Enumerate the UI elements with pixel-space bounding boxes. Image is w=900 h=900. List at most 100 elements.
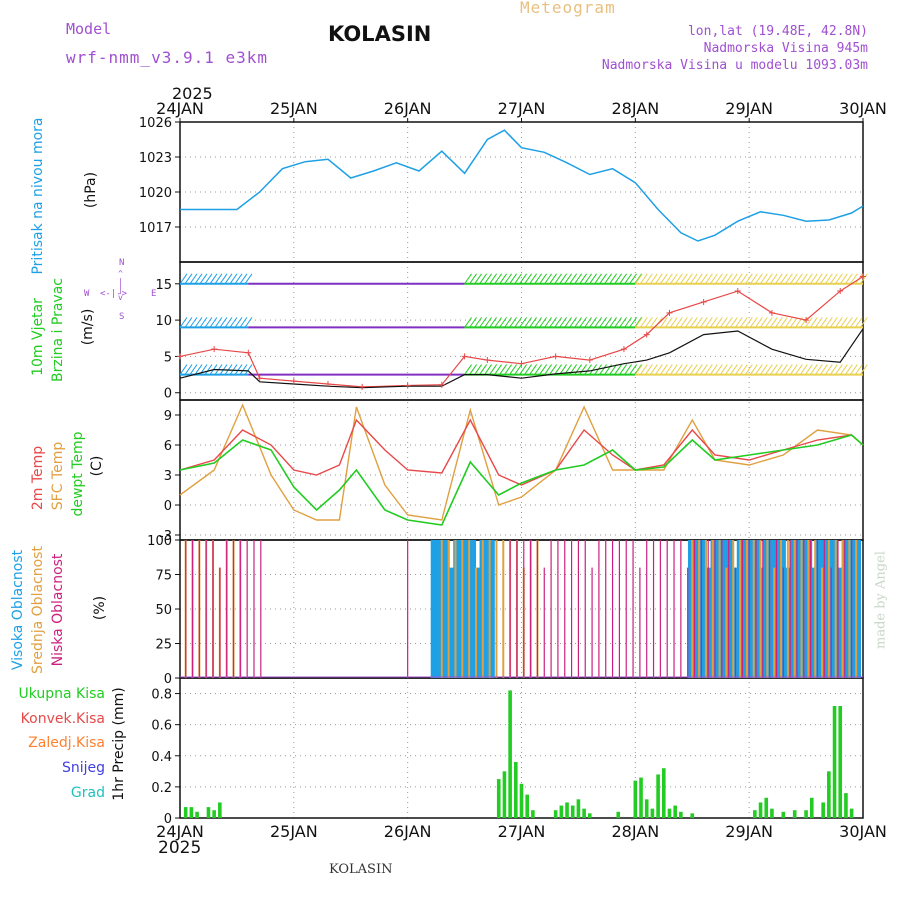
wind-barb-flag xyxy=(734,364,743,375)
wind-barb-flag xyxy=(644,364,653,375)
wind-ytick-label: 0 xyxy=(164,387,172,402)
wind-barb-flag xyxy=(729,273,738,285)
wind-gust-marker xyxy=(552,353,559,360)
wind-gust-line xyxy=(179,275,864,388)
precip-bar xyxy=(758,802,763,818)
wind-barb-flag xyxy=(464,273,472,285)
wind-barb-flag xyxy=(524,273,532,285)
wind-barb-flag xyxy=(574,364,582,375)
wind-barb-flag xyxy=(849,317,858,328)
wind-barb-flag xyxy=(719,317,728,328)
wind-gust-marker xyxy=(290,378,297,385)
precip-bar xyxy=(206,807,211,818)
wind-barb-flag xyxy=(204,317,213,328)
wind-ytick-label: 15 xyxy=(155,278,172,293)
wind-gust-marker xyxy=(211,346,218,353)
wind-barb-flag xyxy=(619,317,627,328)
wind-barb-flag xyxy=(574,273,582,285)
wind-barb-flag xyxy=(789,364,798,375)
wind-barb-flag xyxy=(629,317,637,328)
wind-barb-flag xyxy=(239,273,248,285)
wind-barb-flag xyxy=(639,364,648,375)
wind-barb-flag xyxy=(549,364,557,375)
wind-barb-flag xyxy=(629,364,637,375)
wind-barb-flag xyxy=(774,273,783,285)
wind-gust-marker xyxy=(461,353,468,360)
wind-barb-flag xyxy=(779,273,788,285)
top-day-label: 24JAN xyxy=(156,99,204,118)
wind-barb-flag xyxy=(719,364,728,375)
wind-barb-flag xyxy=(239,317,248,328)
wind-barb-flag xyxy=(469,317,477,328)
wind-barb-flag xyxy=(724,364,733,375)
wind-barb-flag xyxy=(809,317,818,328)
wind-barb-flag xyxy=(479,317,487,328)
wind-barb-flag xyxy=(634,273,643,285)
cloud-ytick-label: 75 xyxy=(155,569,172,584)
wind-barb-flag xyxy=(484,273,492,285)
compass-n: N xyxy=(119,258,125,268)
wind-barb-flag xyxy=(599,364,607,375)
wind-barb-flag xyxy=(679,317,688,328)
precip-bar xyxy=(832,706,837,818)
wind-barb-flag xyxy=(759,317,768,328)
wind-barb-flag xyxy=(464,364,472,375)
wind-barb-flag xyxy=(204,273,213,285)
wind-barb-flag xyxy=(789,273,798,285)
wind-barb-flag xyxy=(474,273,482,285)
precip-bar xyxy=(753,810,757,818)
wind-barb-flag xyxy=(839,273,848,285)
wind-barb-flag xyxy=(499,273,507,285)
cloud-ytick-label: 0 xyxy=(164,672,172,687)
wind-barb-flag xyxy=(504,273,512,285)
wind-barb-flag xyxy=(694,273,703,285)
wind-barb-flag xyxy=(479,273,487,285)
wind-barb-flag xyxy=(514,273,522,285)
wind-barb-flag xyxy=(809,364,818,375)
wind-barb-flag xyxy=(774,317,783,328)
wind-barb-flag xyxy=(189,273,198,285)
wind-barb-flag xyxy=(684,364,693,375)
wind-gust-marker xyxy=(643,331,650,338)
wind-barb-flag xyxy=(709,364,718,375)
wind-barb-flag xyxy=(504,364,512,375)
precip-legend-ukupna: Ukupna Kisa xyxy=(18,686,105,702)
wind-barb-flag xyxy=(749,317,758,328)
wind-gust-marker xyxy=(837,288,844,295)
wind-barb-flag xyxy=(764,364,773,375)
wind-barb-flag xyxy=(804,364,813,375)
wind-gust-marker xyxy=(734,288,741,295)
wind-barb-flag xyxy=(834,364,843,375)
compass-e: E xyxy=(151,289,157,299)
precip-legend-snijeg: Snijeg xyxy=(61,760,105,776)
precip-bar xyxy=(792,810,797,818)
wind-barb-flag xyxy=(634,317,643,328)
wind-barb-flag xyxy=(184,317,193,328)
wind-barb-flag xyxy=(514,364,522,375)
precip-bar xyxy=(821,802,825,818)
wind-barb-flag xyxy=(484,364,492,375)
wind-barb-flag xyxy=(464,317,472,328)
precip-bar xyxy=(827,771,831,818)
wind-barb-flag xyxy=(594,317,602,328)
wind-barb-flag xyxy=(649,273,658,285)
sfc-temp-line xyxy=(179,403,864,521)
wind-barb-flag xyxy=(494,273,502,285)
wind-barb-flag xyxy=(649,317,658,328)
precip-bar xyxy=(616,811,621,818)
wind-barb-flag xyxy=(179,364,188,375)
wind-barb-flag xyxy=(579,364,587,375)
wind-barb-flag xyxy=(494,364,502,375)
wind-barb-flag xyxy=(184,364,193,375)
wind-barb-flag xyxy=(489,317,497,328)
wind-barb-flag xyxy=(484,317,492,328)
model-altitude-label: Nadmorska Visina u modelu 1093.03m xyxy=(601,58,868,73)
wind-barb-flag xyxy=(549,317,557,328)
wind-barb-flag xyxy=(844,273,853,285)
wind-barb-flag xyxy=(509,364,517,375)
wind-barb-flag xyxy=(569,273,577,285)
wind-barb-flag xyxy=(654,273,663,285)
wind-barb-flag xyxy=(629,273,637,285)
wind-barb-flag xyxy=(589,273,597,285)
wind-barb-flag xyxy=(244,364,253,375)
